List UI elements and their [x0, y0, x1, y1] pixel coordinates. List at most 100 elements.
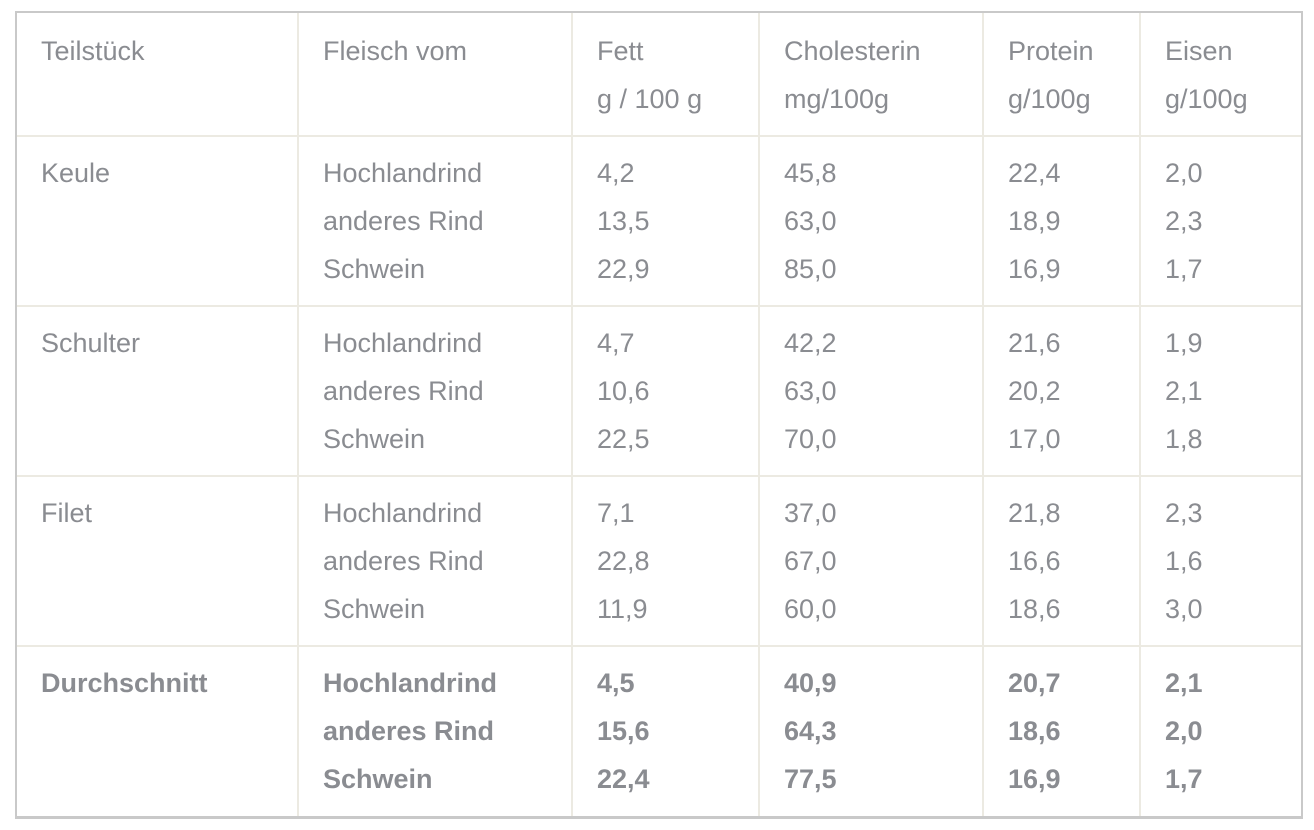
cell-teilstueck: Durchschnitt [16, 645, 299, 817]
eisen-value: 1,6 [1165, 546, 1203, 576]
fett-value: 4,5 [597, 668, 635, 698]
cell-teilstueck: Filet [16, 475, 299, 647]
cell-cholesterin: 40,9 64,3 77,5 [758, 645, 984, 817]
cell-fleisch-vom: Hochlandrind anderes Rind Schwein [297, 475, 573, 647]
table-row-filet: Filet Hochlandrind anderes Rind Schwein … [16, 475, 1302, 647]
eisen-value: 2,0 [1165, 716, 1203, 746]
meat-source: anderes Rind [323, 546, 484, 576]
cell-cholesterin: 42,2 63,0 70,0 [758, 305, 984, 477]
table-row-schulter: Schulter Hochlandrind anderes Rind Schwe… [16, 305, 1302, 477]
fett-value: 10,6 [597, 376, 650, 406]
cholesterin-value: 67,0 [784, 546, 837, 576]
cholesterin-value: 77,5 [784, 764, 837, 794]
col-header-eisen: Eisen g/100g [1139, 12, 1302, 137]
protein-value: 20,7 [1008, 668, 1061, 698]
cut-name: Schulter [41, 328, 141, 358]
cell-fett: 7,1 22,8 11,9 [571, 475, 760, 647]
fett-value: 11,9 [597, 594, 648, 624]
eisen-value: 1,9 [1165, 328, 1203, 358]
cut-name: Keule [41, 158, 111, 188]
table-row-durchschnitt: Durchschnitt Hochlandrind anderes Rind S… [16, 645, 1302, 817]
eisen-value: 2,3 [1165, 206, 1203, 236]
fett-value: 13,5 [597, 206, 650, 236]
protein-value: 21,8 [1008, 498, 1061, 528]
fett-value: 7,1 [597, 498, 635, 528]
protein-value: 20,2 [1008, 376, 1061, 406]
cell-teilstueck: Keule [16, 135, 299, 307]
protein-value: 16,9 [1008, 254, 1061, 284]
meat-source: anderes Rind [323, 376, 484, 406]
col-header-fleisch-vom: Fleisch vom [297, 12, 573, 137]
col-label: Eisen [1165, 36, 1233, 66]
eisen-value: 1,8 [1165, 424, 1203, 454]
cell-eisen: 2,3 1,6 3,0 [1139, 475, 1302, 647]
cell-fett: 4,7 10,6 22,5 [571, 305, 760, 477]
cell-protein: 21,8 16,6 18,6 [982, 475, 1141, 647]
protein-value: 16,9 [1008, 764, 1061, 794]
cell-eisen: 1,9 2,1 1,8 [1139, 305, 1302, 477]
cell-eisen: 2,1 2,0 1,7 [1139, 645, 1302, 817]
col-header-teilstueck: Teilstück [16, 12, 299, 137]
cholesterin-value: 40,9 [784, 668, 837, 698]
cut-name: Filet [41, 498, 93, 528]
fett-value: 22,9 [597, 254, 650, 284]
meat-nutrition-table: Teilstück Fleisch vom Fett g / 100 g Cho… [16, 12, 1302, 817]
meat-source: Schwein [323, 594, 426, 624]
col-label: Fleisch vom [323, 36, 468, 66]
col-unit: mg/100g [784, 84, 890, 114]
cholesterin-value: 63,0 [784, 376, 837, 406]
eisen-value: 2,1 [1165, 376, 1203, 406]
protein-value: 18,6 [1008, 716, 1061, 746]
cell-eisen: 2,0 2,3 1,7 [1139, 135, 1302, 307]
cholesterin-value: 42,2 [784, 328, 837, 358]
protein-value: 17,0 [1008, 424, 1061, 454]
fett-value: 22,4 [597, 764, 650, 794]
meat-source: anderes Rind [323, 206, 484, 236]
cell-protein: 21,6 20,2 17,0 [982, 305, 1141, 477]
eisen-value: 1,7 [1165, 764, 1203, 794]
col-label: Cholesterin [784, 36, 921, 66]
col-label: Protein [1008, 36, 1094, 66]
cell-fett: 4,2 13,5 22,9 [571, 135, 760, 307]
cell-fett: 4,5 15,6 22,4 [571, 645, 760, 817]
table-row-keule: Keule Hochlandrind anderes Rind Schwein … [16, 135, 1302, 307]
cholesterin-value: 45,8 [784, 158, 837, 188]
fett-value: 15,6 [597, 716, 650, 746]
meat-source: Schwein [323, 424, 426, 454]
fett-value: 4,7 [597, 328, 635, 358]
protein-value: 16,6 [1008, 546, 1061, 576]
cell-teilstueck: Schulter [16, 305, 299, 477]
cut-name: Durchschnitt [41, 668, 208, 698]
header-row: Teilstück Fleisch vom Fett g / 100 g Cho… [16, 12, 1302, 137]
eisen-value: 2,3 [1165, 498, 1203, 528]
meat-source: Schwein [323, 254, 426, 284]
meat-source: anderes Rind [323, 716, 495, 746]
cell-fleisch-vom: Hochlandrind anderes Rind Schwein [297, 135, 573, 307]
cell-cholesterin: 37,0 67,0 60,0 [758, 475, 984, 647]
eisen-value: 2,0 [1165, 158, 1203, 188]
cell-protein: 20,7 18,6 16,9 [982, 645, 1141, 817]
cell-fleisch-vom: Hochlandrind anderes Rind Schwein [297, 645, 573, 817]
col-unit: g/100g [1165, 84, 1248, 114]
eisen-value: 1,7 [1165, 254, 1203, 284]
col-label: Fett [597, 36, 644, 66]
col-unit: g/100g [1008, 84, 1091, 114]
fett-value: 22,5 [597, 424, 650, 454]
col-label: Teilstück [41, 36, 145, 66]
cholesterin-value: 64,3 [784, 716, 837, 746]
protein-value: 18,9 [1008, 206, 1061, 236]
cholesterin-value: 60,0 [784, 594, 837, 624]
cell-cholesterin: 45,8 63,0 85,0 [758, 135, 984, 307]
col-header-cholesterin: Cholesterin mg/100g [758, 12, 984, 137]
cholesterin-value: 63,0 [784, 206, 837, 236]
fett-value: 22,8 [597, 546, 650, 576]
meat-source: Hochlandrind [323, 158, 483, 188]
meat-source: Hochlandrind [323, 668, 497, 698]
protein-value: 21,6 [1008, 328, 1061, 358]
col-unit: g / 100 g [597, 84, 703, 114]
protein-value: 22,4 [1008, 158, 1061, 188]
protein-value: 18,6 [1008, 594, 1061, 624]
col-header-protein: Protein g/100g [982, 12, 1141, 137]
meat-source: Hochlandrind [323, 328, 483, 358]
eisen-value: 3,0 [1165, 594, 1203, 624]
